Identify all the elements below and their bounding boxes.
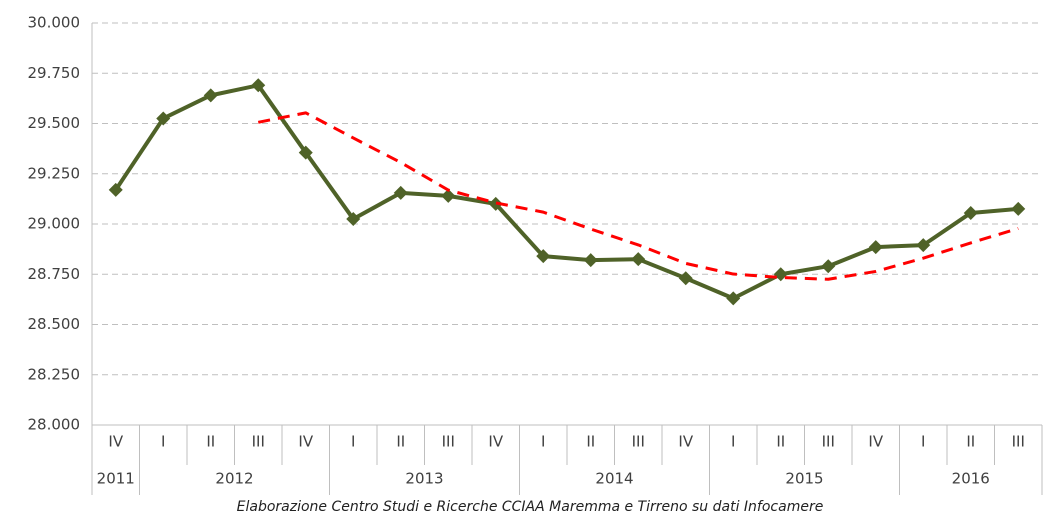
year-label: 2016 (952, 470, 990, 488)
point-marker (868, 240, 883, 255)
y-tick-label: 30.000 (28, 14, 81, 32)
x-tick-label: III (632, 433, 645, 451)
y-tick-label: 29.750 (28, 64, 81, 82)
point-marker (156, 111, 171, 126)
point-marker (536, 249, 551, 264)
x-tick-label: I (921, 433, 925, 451)
point-marker (108, 182, 123, 197)
y-tick-label: 28.250 (28, 365, 81, 383)
y-tick-label: 28.750 (28, 265, 81, 283)
point-marker (963, 205, 978, 220)
x-tick-label: IV (488, 433, 503, 451)
x-tick-label: IV (678, 433, 693, 451)
year-label: 2011 (97, 470, 135, 488)
x-tick-label: II (396, 433, 405, 451)
series-line (257, 111, 1019, 281)
x-tick-label: I (731, 433, 735, 451)
point-marker (583, 253, 598, 268)
point-marker (346, 211, 361, 226)
point-marker (678, 271, 693, 286)
x-tick-label: IV (868, 433, 883, 451)
point-marker (631, 252, 646, 267)
year-label: 2015 (785, 470, 823, 488)
x-tick-label: III (442, 433, 455, 451)
point-marker (773, 267, 788, 282)
x-tick-label: II (776, 433, 785, 451)
x-tick-label: II (966, 433, 975, 451)
series-line (114, 83, 1019, 301)
point-marker (1011, 201, 1026, 216)
x-tick-label: III (1012, 433, 1025, 451)
x-tick-label: IV (108, 433, 123, 451)
y-tick-label: 28.000 (28, 416, 81, 434)
year-label: 2013 (405, 470, 443, 488)
point-marker (441, 188, 456, 203)
point-marker (916, 238, 931, 253)
y-tick-label: 28.500 (28, 315, 81, 333)
x-tick-label: II (206, 433, 215, 451)
point-marker (251, 78, 266, 93)
point-marker (488, 196, 503, 211)
point-marker (726, 291, 741, 306)
x-tick-label: IV (298, 433, 313, 451)
y-tick-label: 29.000 (28, 215, 81, 233)
point-marker (298, 145, 313, 160)
point-marker (821, 259, 836, 274)
point-marker (203, 88, 218, 103)
x-tick-label: II (586, 433, 595, 451)
x-tick-label: I (351, 433, 355, 451)
x-tick-label: I (161, 433, 165, 451)
x-tick-label: III (252, 433, 265, 451)
y-tick-label: 29.500 (28, 114, 81, 132)
caption: Elaborazione Centro Studi e Ricerche CCI… (237, 499, 824, 515)
year-label: 2014 (595, 470, 633, 488)
x-tick-label: I (541, 433, 545, 451)
y-tick-label: 29.250 (28, 164, 81, 182)
point-marker (393, 185, 408, 200)
year-label: 2012 (215, 470, 253, 488)
x-tick-label: III (822, 433, 835, 451)
